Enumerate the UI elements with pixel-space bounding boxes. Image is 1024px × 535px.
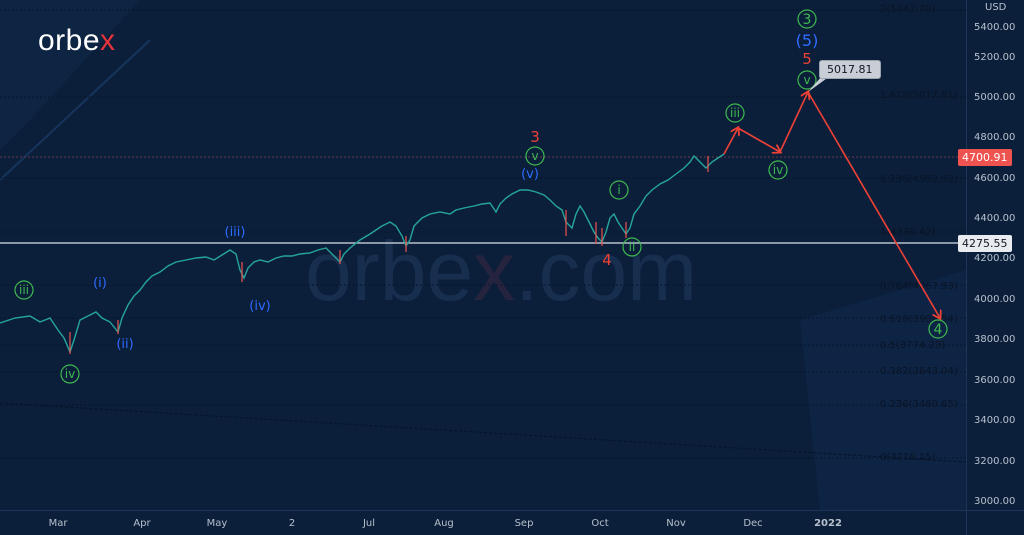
- fib-level-labels: 2(5442.70) 1.618(5017.81) 1.236(4592.92)…: [880, 4, 958, 463]
- svg-text:4800.00: 4800.00: [974, 132, 1015, 143]
- svg-text:(iv): (iv): [249, 299, 270, 314]
- svg-text:4: 4: [602, 251, 612, 269]
- forecast-path: [723, 92, 940, 318]
- svg-text:(iii): (iii): [225, 225, 246, 240]
- svg-text:2: 2: [289, 518, 295, 529]
- svg-text:1.236(4592.92): 1.236(4592.92): [880, 174, 958, 185]
- time-axis-separator: [0, 510, 1024, 511]
- svg-text:iv: iv: [65, 367, 75, 381]
- svg-text:1(4330.42): 1(4330.42): [880, 227, 936, 238]
- svg-text:3200.00: 3200.00: [974, 456, 1015, 467]
- svg-text:2022: 2022: [814, 518, 842, 529]
- svg-text:5200.00: 5200.00: [974, 52, 1015, 63]
- svg-text:3: 3: [803, 12, 812, 28]
- wave-labels-green: iii iv v i ii iii iv v 3 4: [14, 9, 948, 384]
- svg-text:iii: iii: [19, 283, 29, 297]
- svg-text:Mar: Mar: [49, 518, 69, 529]
- decor-shape: [0, 0, 140, 150]
- decor-shape: [800, 270, 966, 510]
- svg-text:v: v: [531, 149, 538, 163]
- svg-text:5000.00: 5000.00: [974, 92, 1015, 103]
- svg-text:Dec: Dec: [743, 518, 762, 529]
- svg-text:0.5(3774.29): 0.5(3774.29): [880, 340, 945, 351]
- x-axis: Mar Apr May 2 Jul Aug Sep Oct Nov Dec 20…: [49, 518, 842, 529]
- svg-text:i: i: [617, 183, 620, 197]
- svg-text:Aug: Aug: [434, 518, 454, 529]
- price-series: [0, 153, 725, 354]
- svg-text:0.236(3480.65): 0.236(3480.65): [880, 399, 958, 410]
- trend-line: [0, 402, 967, 463]
- svg-text:0.618(3906.54): 0.618(3906.54): [880, 314, 958, 325]
- svg-text:4200.00: 4200.00: [974, 253, 1015, 264]
- svg-text:v: v: [803, 73, 810, 87]
- svg-text:Jul: Jul: [362, 518, 375, 529]
- svg-text:2(5442.70): 2(5442.70): [880, 4, 936, 15]
- svg-text:3600.00: 3600.00: [974, 375, 1015, 386]
- svg-text:4000.00: 4000.00: [974, 294, 1015, 305]
- svg-text:4400.00: 4400.00: [974, 213, 1015, 224]
- svg-text:3800.00: 3800.00: [974, 334, 1015, 345]
- svg-text:ii: ii: [629, 240, 636, 254]
- svg-text:4600.00: 4600.00: [974, 173, 1015, 184]
- currency-label: USD: [985, 2, 1007, 13]
- svg-text:0(3218.15): 0(3218.15): [880, 452, 936, 463]
- wave-labels-blue: (i) (ii) (iii) (iv) (v) (5): [93, 31, 818, 352]
- svg-text:3: 3: [530, 128, 540, 146]
- svg-text:(5): (5): [796, 31, 819, 50]
- svg-text:3000.00: 3000.00: [974, 496, 1015, 507]
- svg-text:(ii): (ii): [116, 337, 133, 352]
- svg-text:0.764(4067.93): 0.764(4067.93): [880, 281, 958, 292]
- watermark: orbex.com: [305, 224, 697, 318]
- svg-text:Apr: Apr: [133, 518, 151, 529]
- logo-accent: x: [100, 24, 116, 57]
- y-axis: 5400.00 5200.00 5000.00 4800.00 4600.00 …: [974, 2, 1015, 507]
- svg-text:Oct: Oct: [591, 518, 608, 529]
- current-price-tag: 4700.91: [958, 149, 1012, 166]
- wave-labels-red: 3 4 5: [530, 50, 812, 269]
- svg-text:Nov: Nov: [666, 518, 686, 529]
- svg-text:4: 4: [934, 322, 943, 338]
- price-axis-separator: [966, 0, 967, 535]
- svg-text:(i): (i): [93, 276, 107, 291]
- level-price-tag: 4275.55: [958, 235, 1012, 252]
- target-callout[interactable]: 5017.81: [819, 60, 881, 79]
- svg-text:iv: iv: [773, 163, 783, 177]
- svg-text:5: 5: [802, 50, 812, 68]
- svg-text:1.618(5017.81): 1.618(5017.81): [880, 90, 958, 101]
- svg-text:May: May: [207, 518, 228, 529]
- svg-text:iii: iii: [730, 106, 740, 120]
- svg-text:Sep: Sep: [515, 518, 534, 529]
- logo-text: orbe: [38, 24, 101, 57]
- orbex-logo: orbex: [38, 24, 116, 58]
- svg-text:(v): (v): [521, 167, 539, 182]
- svg-text:0.382(3643.04): 0.382(3643.04): [880, 366, 958, 377]
- callout-pointer: [808, 76, 830, 92]
- svg-text:5400.00: 5400.00: [974, 22, 1015, 33]
- svg-text:3400.00: 3400.00: [974, 415, 1015, 426]
